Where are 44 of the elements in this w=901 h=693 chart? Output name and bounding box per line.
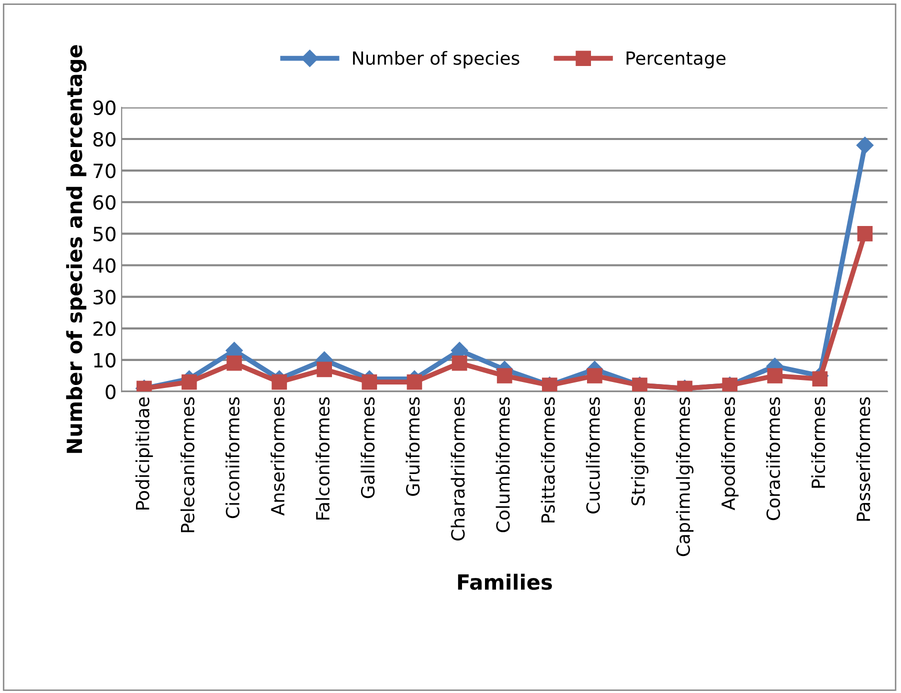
- point: [767, 368, 782, 384]
- point: [496, 368, 512, 384]
- point: [452, 355, 468, 371]
- point: [856, 136, 874, 154]
- x-tick-label: Podicipitidae: [135, 397, 153, 510]
- y-axis-title: Number of species and percentage: [66, 45, 86, 453]
- x-tick-label: Passeriformes: [856, 397, 870, 521]
- x-tick-label: Psittaciformes: [540, 397, 555, 522]
- y-tick-label: 50: [94, 226, 116, 242]
- point: [362, 374, 378, 390]
- x-tick-label: Cuculiformes: [586, 397, 600, 514]
- y-tick-label: 0: [106, 384, 116, 400]
- y-tick-label: 70: [94, 164, 116, 178]
- x-tick-label: Charadriiformes: [450, 397, 465, 541]
- point: [226, 355, 242, 371]
- x-tick-label: Apodiformes: [721, 397, 739, 510]
- point: [316, 362, 332, 378]
- x-tick-label: Galliformes: [360, 397, 375, 498]
- x-tick-label: Falconiformes: [316, 397, 330, 520]
- x-axis-title: Families: [458, 574, 552, 590]
- point: [857, 226, 873, 242]
- x-tick-label: Caprimulgiformes: [676, 397, 694, 556]
- point: [272, 374, 287, 390]
- point: [812, 371, 828, 387]
- x-tick-label: Columbiformes: [496, 397, 510, 532]
- y-tick-label: 20: [93, 321, 116, 336]
- point: [587, 368, 602, 384]
- y-tick-label: 90: [93, 100, 116, 116]
- legend-label: Percentage: [626, 52, 726, 68]
- legend-label: Number of species: [353, 50, 520, 68]
- y-tick-label: 10: [94, 352, 116, 368]
- x-tick-label: Coraciiformes: [766, 397, 780, 520]
- y-tick-label: 80: [93, 132, 116, 147]
- x-tick-label: Anseriformes: [270, 397, 285, 516]
- x-tick-label: Piciformes: [811, 397, 826, 488]
- x-tick-label: Strigiformes: [630, 397, 648, 506]
- y-tick-label: 60: [93, 195, 116, 210]
- point: [406, 374, 422, 390]
- y-tick-label: 30: [94, 290, 116, 304]
- x-tick-label: Ciconiiformes: [226, 397, 240, 518]
- y-tick-label: 40: [92, 258, 116, 273]
- point: [182, 374, 197, 390]
- x-tick-label: Gruiformes: [406, 397, 420, 496]
- x-tick-label: Pelecaniformes: [180, 397, 194, 532]
